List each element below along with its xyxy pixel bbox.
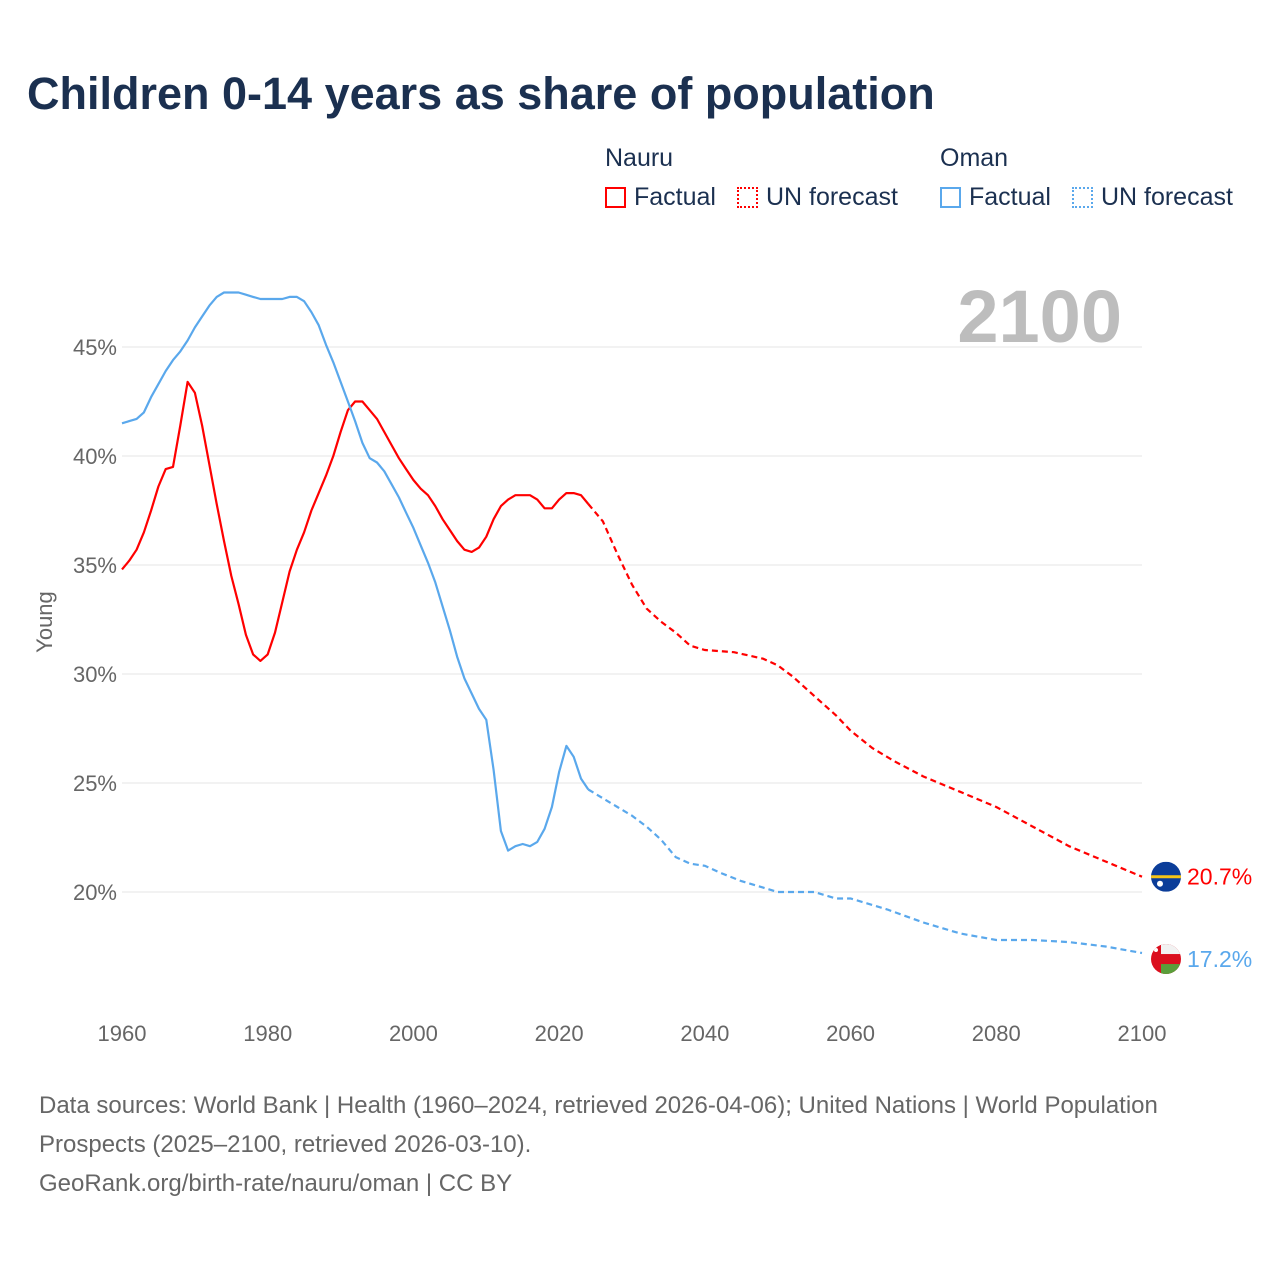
legend-country: Nauru <box>605 144 674 172</box>
x-tick-label: 1980 <box>243 1021 292 1046</box>
x-tick-label: 2100 <box>1118 1021 1167 1046</box>
nauru-flag-icon <box>1151 861 1181 892</box>
footer: Data sources: World Bank | Health (1960–… <box>39 1086 1219 1203</box>
legend-swatch <box>736 187 758 208</box>
data-sources: Data sources: World Bank | Health (1960–… <box>39 1092 1158 1158</box>
x-tick-label: 2040 <box>680 1021 729 1046</box>
x-tick-label: 2080 <box>972 1021 1021 1046</box>
nauru-factual-line <box>121 380 590 662</box>
y-tick-label: 25% <box>73 771 117 796</box>
legend-item-oman-factual[interactable]: Factual <box>940 183 1051 212</box>
legend-swatch <box>605 187 626 208</box>
oman-forecast-line <box>587 788 1143 955</box>
legend-swatch <box>940 187 961 208</box>
y-tick-label: 20% <box>73 880 117 905</box>
legend-label: UN forecast <box>1100 183 1233 211</box>
legend-oman: Oman Factual UN forecast <box>940 144 1233 215</box>
attribution-link[interactable]: GeoRank.org/birth-rate/nauru/oman | CC B… <box>39 1170 513 1197</box>
y-tick-label: 40% <box>73 444 117 469</box>
y-tick-label: 45% <box>73 335 117 360</box>
legend-label: Factual <box>969 183 1051 211</box>
legend-item-nauru-forecast[interactable]: UN forecast <box>736 183 898 212</box>
y-tick-label: 30% <box>73 662 117 687</box>
y-tick-label: 35% <box>73 553 117 578</box>
oman-end-value: 17.2% <box>1187 946 1252 972</box>
chart-title: Children 0-14 years as share of populati… <box>27 68 935 119</box>
year-label: 2100 <box>957 275 1122 358</box>
x-tick-label: 2020 <box>535 1021 584 1046</box>
line-chart: 20% 25% 30% 35% 40% 45% 1960 1980 2000 2020 2040 20… <box>32 275 1252 1046</box>
x-tick-label: 2000 <box>389 1021 438 1046</box>
x-tick-label: 1960 <box>98 1021 147 1046</box>
legend-item-nauru-factual[interactable]: Factual <box>605 183 716 212</box>
y-axis-label: Young <box>32 591 57 653</box>
x-tick-label: 2060 <box>826 1021 875 1046</box>
legend-nauru: Nauru Factual UN forecast <box>605 144 912 215</box>
legend-country: Oman <box>940 144 1009 172</box>
legend-label: UN forecast <box>765 183 898 211</box>
oman-factual-line <box>121 291 590 852</box>
oman-flag-icon <box>1151 944 1181 975</box>
legend-item-oman-forecast[interactable]: UN forecast <box>1071 183 1233 212</box>
legend-swatch <box>1071 187 1093 208</box>
nauru-end-value: 20.7% <box>1187 864 1252 890</box>
nauru-forecast-line <box>587 503 1143 878</box>
legend-label: Factual <box>634 183 716 211</box>
